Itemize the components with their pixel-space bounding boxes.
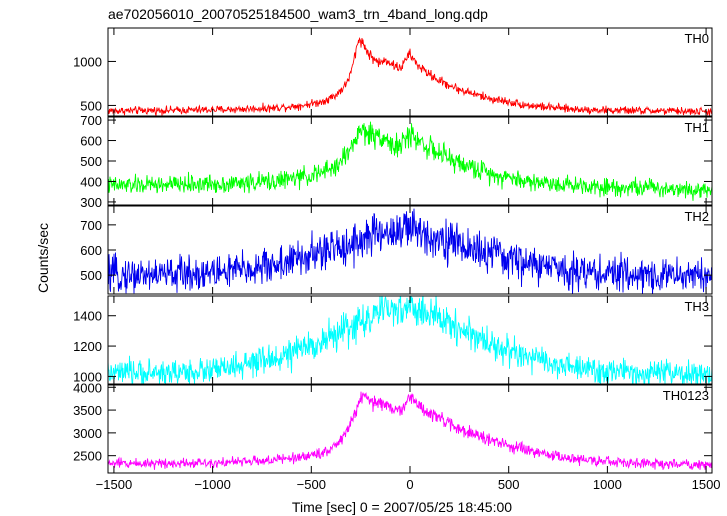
series-line-th3 [108,296,712,384]
y-tick-label: 500 [80,98,102,113]
x-axis: −1500 −1000 −500 0 500 1000 1500 [96,477,721,492]
y-tick-label: 500 [80,268,102,283]
panel-frame [107,27,713,117]
y-tick-label: 700 [80,218,102,233]
series-line-th0 [108,36,712,116]
y-axis-label: Counts/sec [35,223,51,293]
x-tick-label: 1500 [692,477,721,492]
x-tick-label: −1500 [96,477,133,492]
x-tick-label: 500 [498,477,520,492]
panel-th0123: TH0123 2500 3000 3500 4000 [73,380,713,474]
y-tick-label: 500 [80,154,102,169]
x-tick-label: −500 [297,477,326,492]
panel-th2: TH2 500 600 700 [80,205,713,295]
series-label: TH0123 [663,388,709,403]
series-line-th2 [108,208,712,294]
series-label: TH0 [684,31,709,46]
chart-title: ae702056010_20070525184500_wam3_trn_4ban… [108,6,488,22]
y-tick-label: 3000 [73,426,102,441]
x-tick-label: −1000 [194,477,231,492]
y-tick-label: 700 [80,113,102,128]
y-tick-label: 400 [80,174,102,189]
y-tick-label: 1200 [73,339,102,354]
y-tick-label: 300 [80,195,102,210]
x-tick-label: 1000 [593,477,622,492]
series-label: TH1 [684,120,709,135]
panel-th3: TH3 1000 1200 1400 [73,295,713,385]
y-tick-label: 600 [80,243,102,258]
panel-th0: TH0 500 1000 [73,27,713,117]
series-label: TH2 [684,209,709,224]
panel-th1: TH1 300 400 500 600 700 [80,113,713,210]
y-tick-label: 1000 [73,54,102,69]
series-line-th1 [108,121,712,201]
y-tick-label: 1400 [73,309,102,324]
y-tick-label: 1000 [73,369,102,384]
y-tick-label: 600 [80,134,102,149]
series-label: TH3 [684,299,709,314]
x-tick-label: 0 [406,477,413,492]
series-line-th0123 [108,391,712,470]
y-tick-label: 3500 [73,403,102,418]
y-tick-label: 4000 [73,380,102,395]
panels: TH0 500 1000 TH1 300 400 500 600 700 TH2 500 600 700… [73,27,713,474]
y-tick-label: 2500 [73,449,102,464]
x-axis-label: Time [sec] 0 = 2007/05/25 18:45:00 [292,499,512,515]
